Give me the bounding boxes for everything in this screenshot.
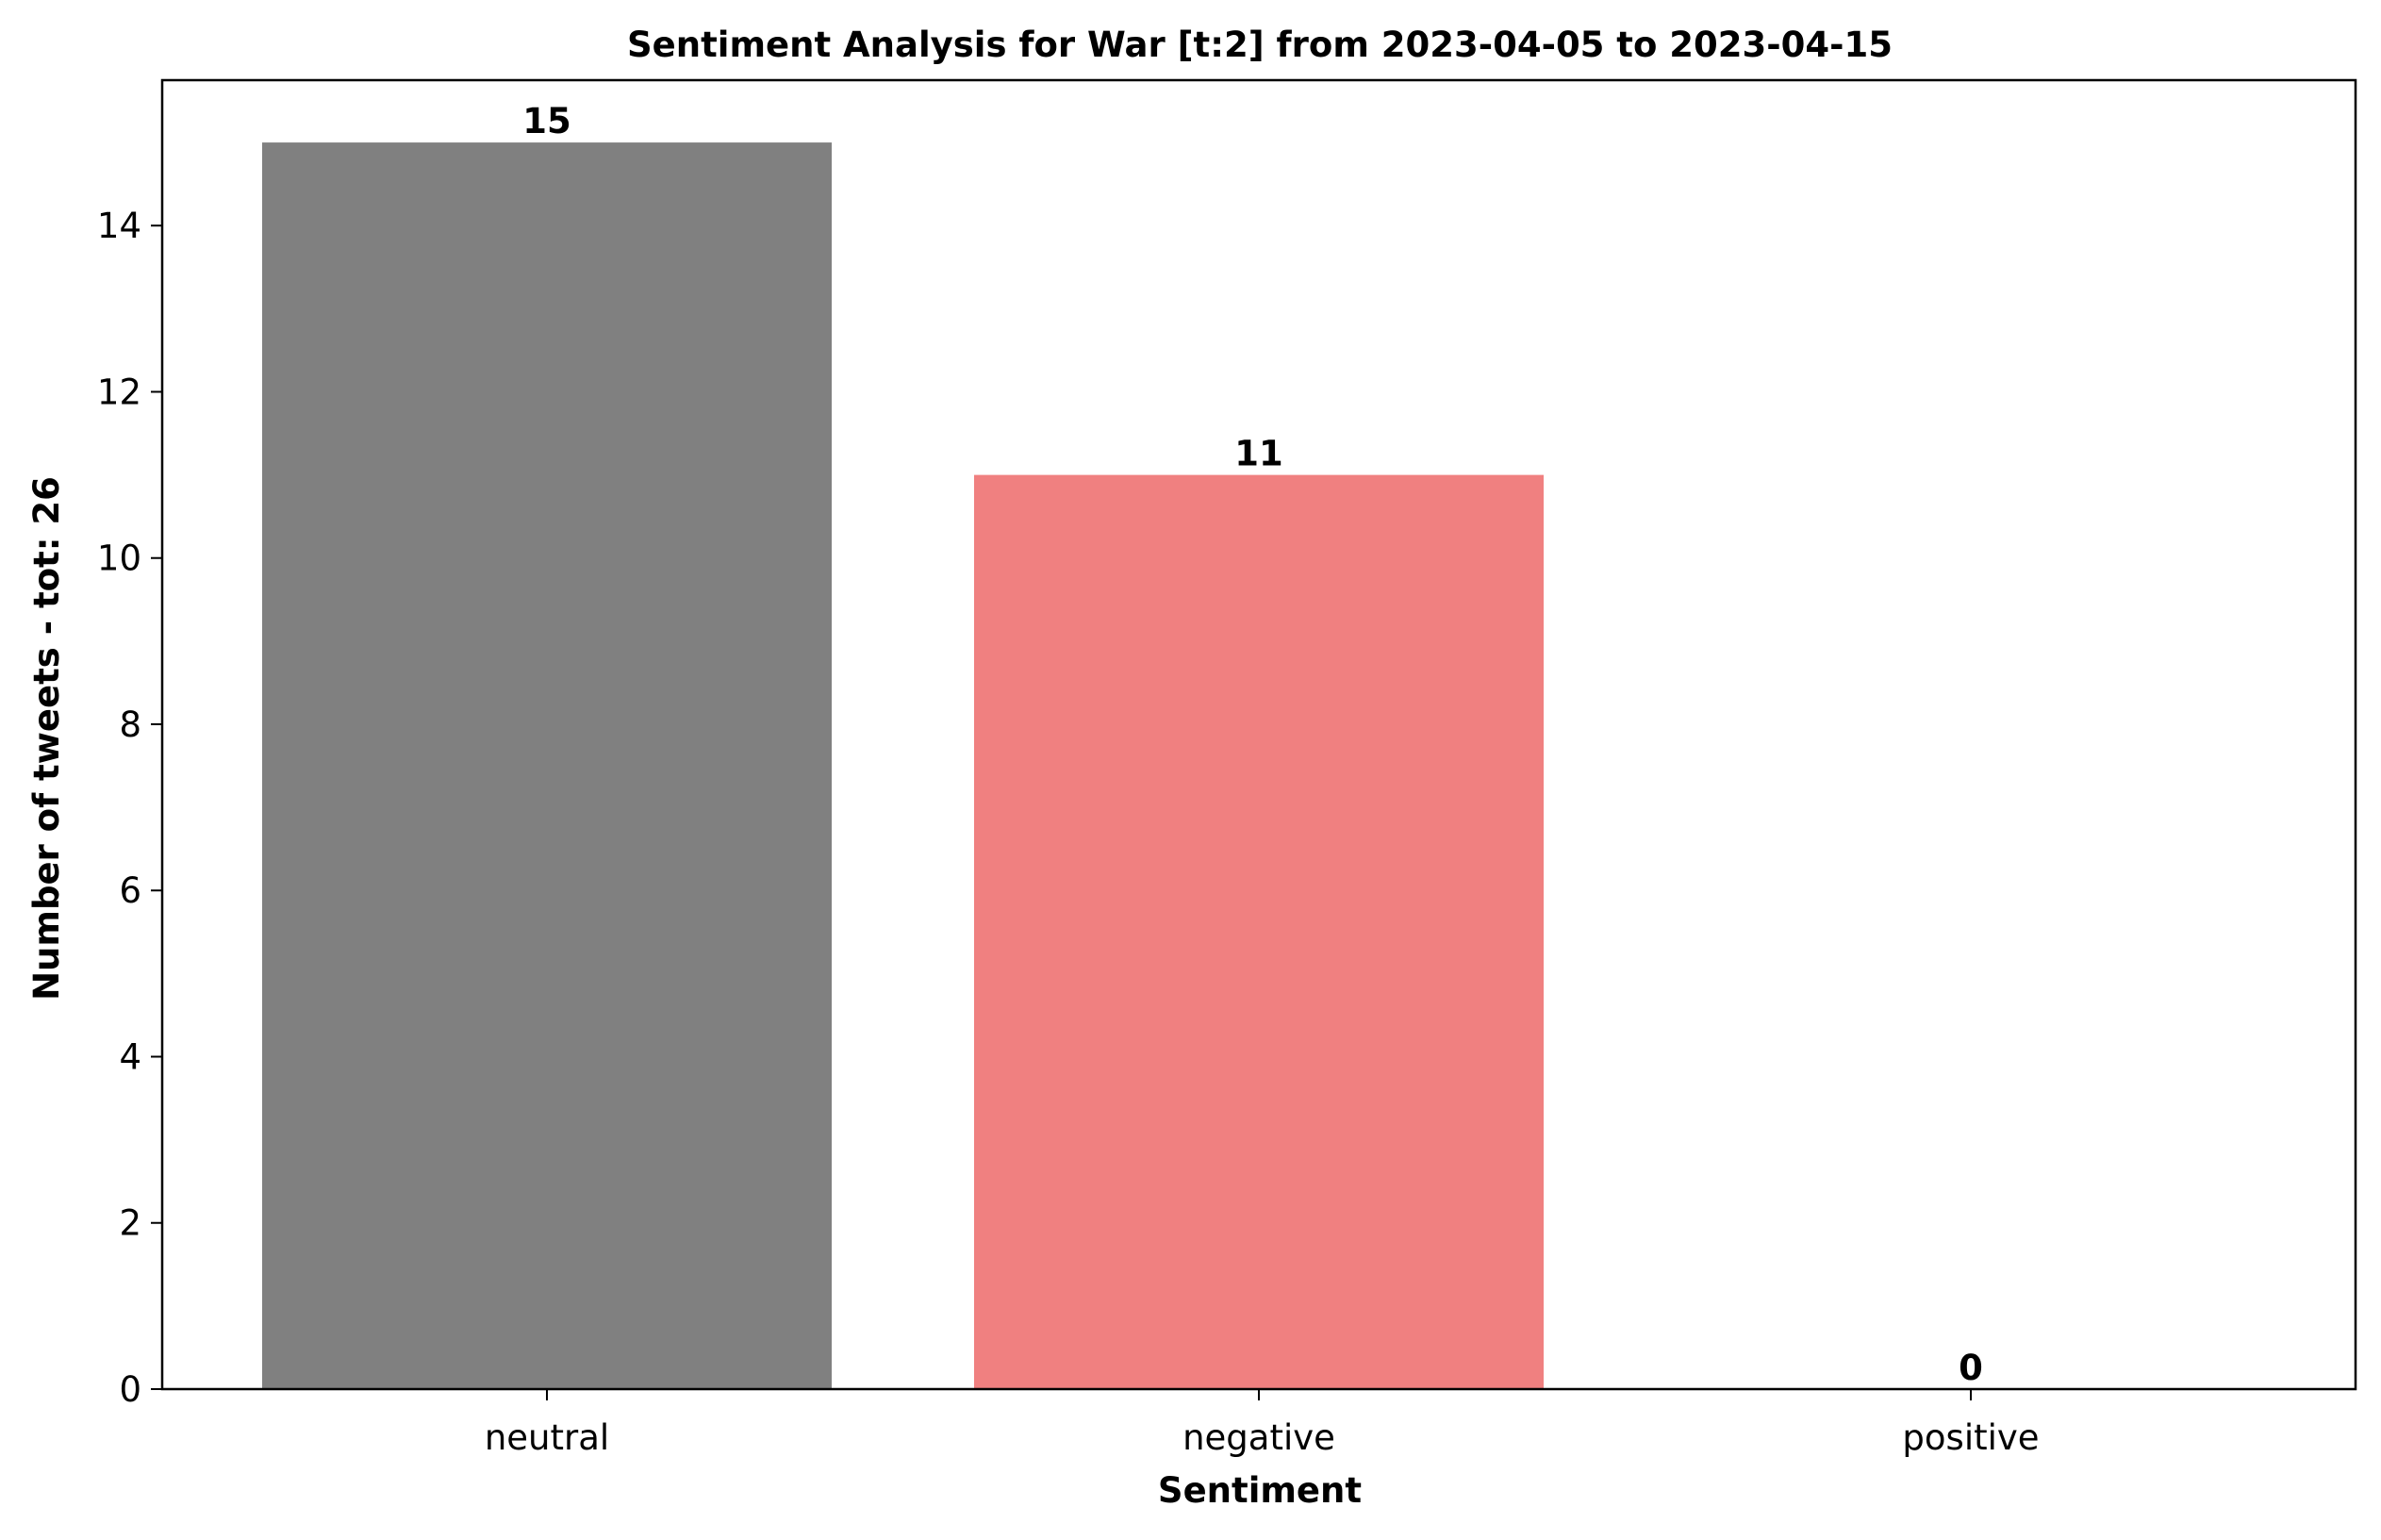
- bar-neutral: [262, 142, 832, 1390]
- y-tick-label-4: 4: [119, 1036, 141, 1077]
- y-tick-label-10: 10: [97, 538, 141, 579]
- x-tick-label-positive: positive: [1902, 1417, 2039, 1458]
- chart-title: Sentiment Analysis for War [t:2] from 20…: [627, 25, 1893, 65]
- y-tick-label-0: 0: [119, 1369, 141, 1410]
- plot-frame: [160, 78, 2357, 1391]
- y-tick-label-2: 2: [119, 1203, 141, 1244]
- x-axis-label: Sentiment: [1158, 1470, 1362, 1511]
- y-tick-label-8: 8: [119, 704, 141, 745]
- y-tick-label-12: 12: [97, 372, 141, 412]
- x-tick-label-neutral: neutral: [485, 1417, 609, 1458]
- data-label-negative: 11: [1234, 434, 1283, 474]
- bar-negative: [974, 474, 1544, 1390]
- x-tick-label-negative: negative: [1182, 1417, 1335, 1458]
- y-axis-label: Number of tweets - tot: 26: [26, 476, 67, 1001]
- data-label-neutral: 15: [522, 101, 571, 141]
- y-tick-label-14: 14: [97, 206, 141, 246]
- y-tick-label-6: 6: [119, 870, 141, 911]
- plot-area: 15 neutral 11 negative 0 positive 0 2 4 6 8 10 12 14: [97, 78, 2357, 1458]
- data-label-positive: 0: [1959, 1348, 1983, 1388]
